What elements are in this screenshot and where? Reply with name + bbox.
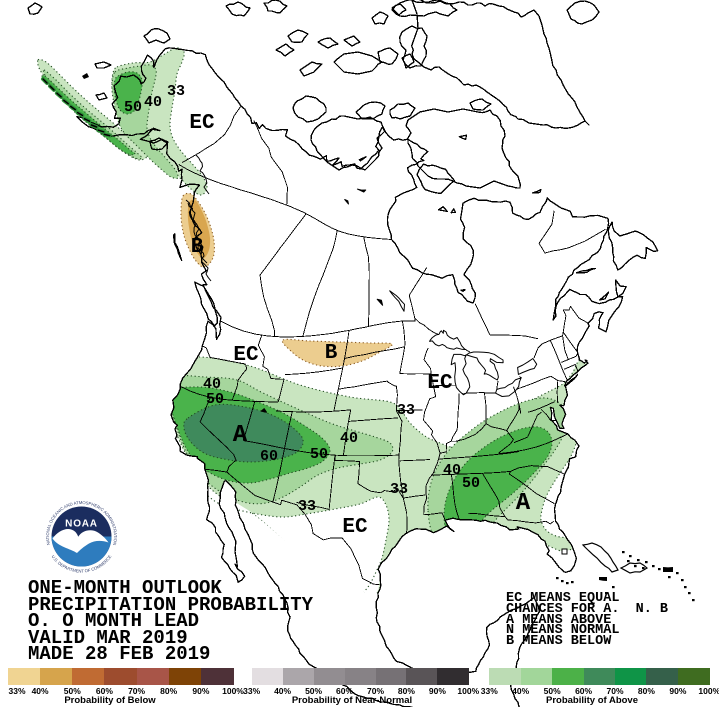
svg-text:40: 40 <box>144 94 162 111</box>
svg-text:60: 60 <box>260 448 278 465</box>
svg-text:B: B <box>191 236 204 259</box>
svg-text:40: 40 <box>443 462 461 479</box>
svg-text:33: 33 <box>390 481 408 498</box>
svg-text:40: 40 <box>340 430 358 447</box>
svg-text:EC: EC <box>427 372 453 395</box>
svg-text:A: A <box>516 490 531 517</box>
svg-text:33: 33 <box>167 83 185 100</box>
svg-text:EC: EC <box>233 344 259 367</box>
svg-text:B: B <box>325 342 338 365</box>
svg-text:50: 50 <box>310 446 328 463</box>
svg-text:NOAA: NOAA <box>65 519 98 530</box>
svg-text:50: 50 <box>462 475 480 492</box>
svg-text:50: 50 <box>124 99 142 116</box>
svg-text:A: A <box>233 422 248 449</box>
svg-text:EC: EC <box>189 112 215 135</box>
svg-text:50: 50 <box>206 391 224 408</box>
svg-text:40: 40 <box>203 376 221 393</box>
svg-text:EC: EC <box>342 516 368 539</box>
svg-text:33: 33 <box>298 498 316 515</box>
svg-text:33: 33 <box>397 402 415 419</box>
